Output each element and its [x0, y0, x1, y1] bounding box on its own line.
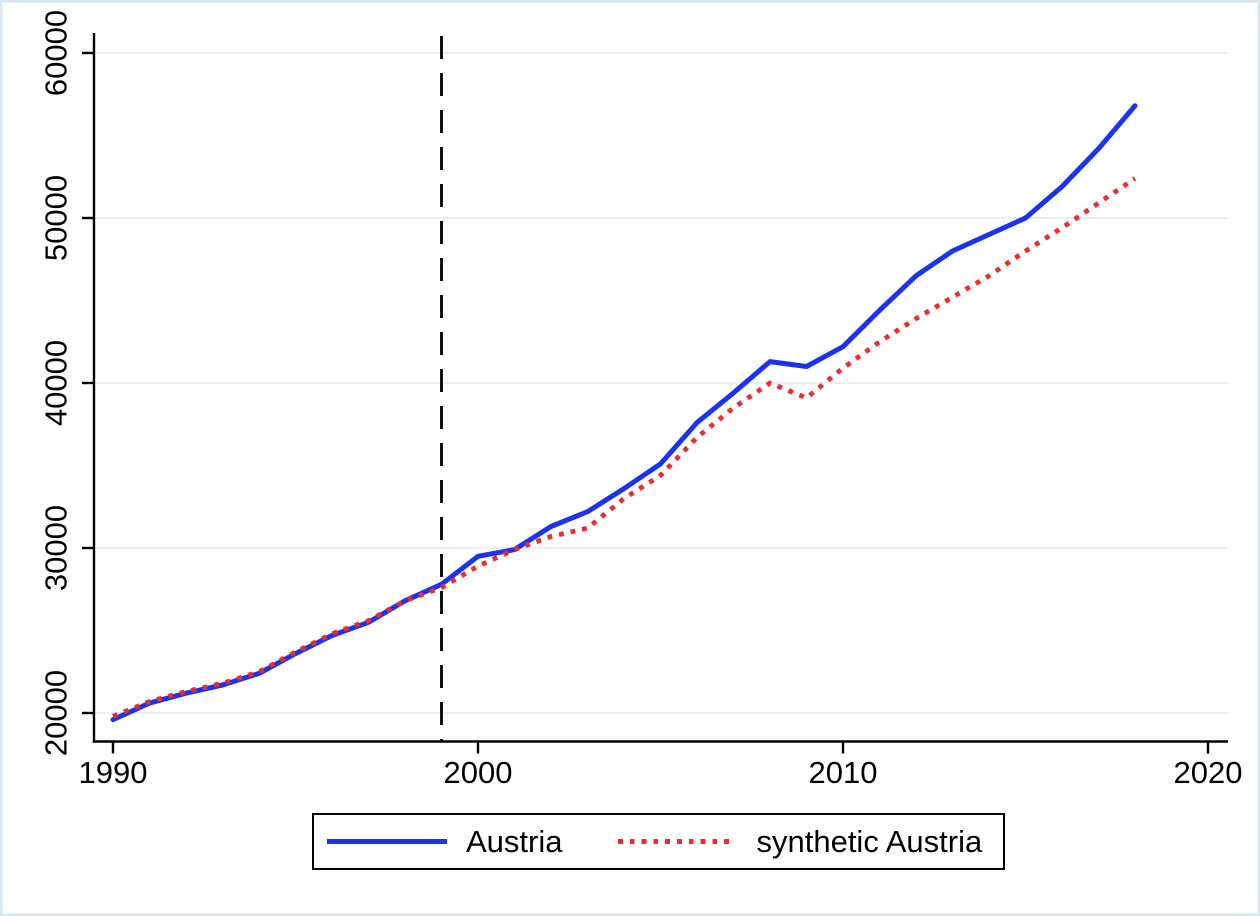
legend-label-austria: Austria [466, 824, 563, 859]
legend-label-synthetic-austria: synthetic Austria [756, 824, 983, 859]
y-axis-tick-label: 50000 [38, 174, 74, 262]
legend: Austria synthetic Austria [312, 813, 1005, 870]
x-axis-tick-label: 2000 [443, 755, 513, 790]
y-axis-tick-label: 60000 [38, 9, 74, 97]
legend-line-synthetic-austria [618, 839, 736, 844]
y-axis-tick-label: 20000 [38, 669, 74, 757]
x-axis-tick-label: 2020 [1173, 755, 1243, 790]
y-axis-tick-label: 40000 [38, 339, 74, 427]
x-axis-tick-label: 1990 [78, 755, 148, 790]
legend-line-austria [327, 839, 447, 844]
y-axis-tick-label: 30000 [38, 504, 74, 592]
x-axis-tick-label: 2010 [808, 755, 878, 790]
